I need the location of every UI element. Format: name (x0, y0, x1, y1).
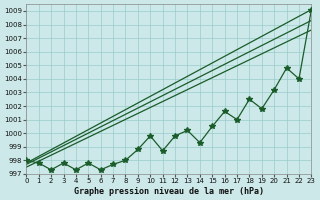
X-axis label: Graphe pression niveau de la mer (hPa): Graphe pression niveau de la mer (hPa) (74, 187, 264, 196)
